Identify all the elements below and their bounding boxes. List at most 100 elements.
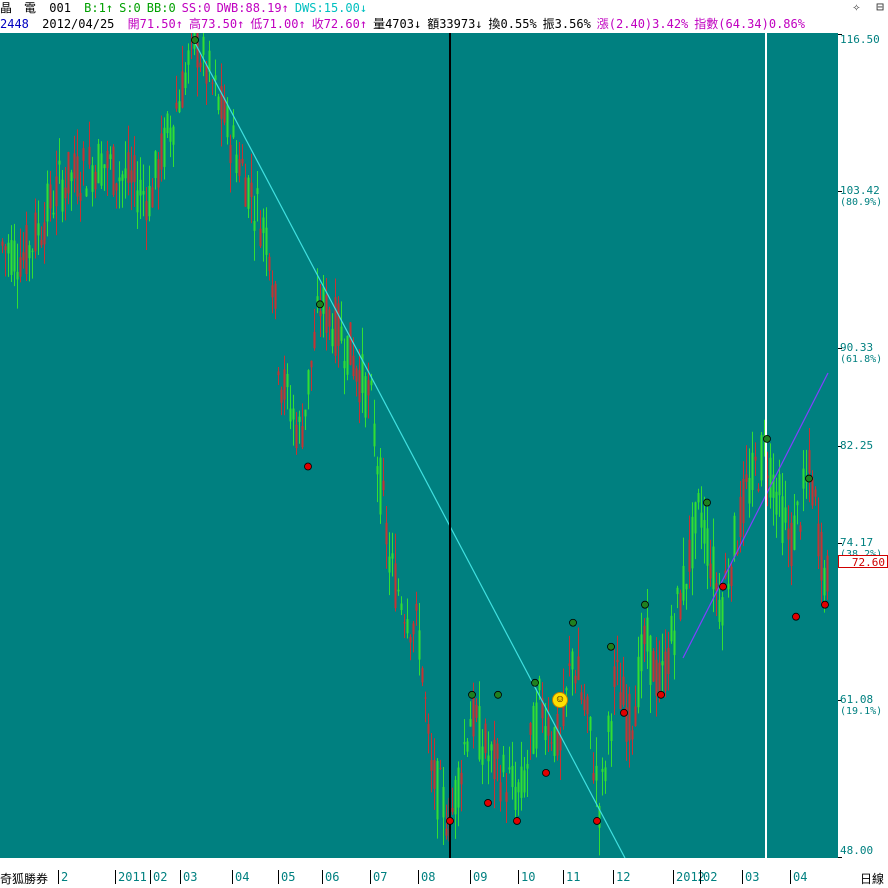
candle-body <box>607 715 610 732</box>
signal-stat: S:0 <box>119 1 141 15</box>
candle-body <box>616 659 619 663</box>
candle-body <box>424 697 427 699</box>
candle-body <box>40 239 43 246</box>
window-icon[interactable]: ⊟ <box>876 0 884 15</box>
smiley-icon[interactable]: ☺ <box>552 692 568 708</box>
candle-body <box>742 478 745 524</box>
quote-item: 開71.50↑ <box>127 17 183 31</box>
candle-body <box>583 699 586 711</box>
candle-body <box>133 155 136 182</box>
low-marker <box>542 768 550 777</box>
quote-item: 低71.00↑ <box>250 17 306 31</box>
candle-body <box>157 158 160 188</box>
candle-body <box>568 663 571 666</box>
candle-body <box>229 145 232 164</box>
candle-body <box>247 177 250 209</box>
candle-body <box>106 150 109 169</box>
candle-body <box>355 368 358 382</box>
quote-item: 漲(2.40)3.42% <box>596 17 689 31</box>
candle-body <box>640 634 643 672</box>
candle-body <box>64 187 67 199</box>
x-tick-label: 02 <box>700 870 717 884</box>
candle-body <box>139 179 142 196</box>
candle-body <box>43 222 46 245</box>
candle-body <box>130 170 133 183</box>
candle-body <box>115 183 118 191</box>
price-chart[interactable] <box>0 33 838 858</box>
x-tick-label: 07 <box>370 870 387 884</box>
stock-name: 晶 電 <box>0 1 37 15</box>
candle-body <box>559 735 562 751</box>
x-tick-label: 12 <box>613 870 630 884</box>
candle-body <box>217 96 220 111</box>
candle-body <box>679 592 682 620</box>
period-label[interactable]: 日線 <box>859 872 884 886</box>
candle-body <box>166 113 169 134</box>
candle-body <box>481 746 484 765</box>
candle-body <box>127 152 130 183</box>
candle-body <box>400 603 403 611</box>
candle-body <box>403 622 406 624</box>
candle-body <box>673 630 676 656</box>
candle-body <box>295 424 298 449</box>
y-tick-label: 103.42 (80.9%) <box>840 184 883 209</box>
candle-body <box>667 647 670 674</box>
y-tick-mark <box>838 34 842 35</box>
x-tick-label: 10 <box>518 870 535 884</box>
candle-body <box>52 212 55 215</box>
candle-body <box>586 696 589 715</box>
low-marker <box>821 600 829 609</box>
candle-body <box>664 651 667 691</box>
candle-body <box>760 435 763 481</box>
candle-body <box>313 331 316 349</box>
candle-body <box>340 326 343 341</box>
candle-body <box>709 563 712 579</box>
x-tick-label: 04 <box>790 870 807 884</box>
candle-body <box>184 72 187 88</box>
candle-body <box>148 185 151 217</box>
candle-body <box>565 688 568 691</box>
candle-body <box>22 252 25 261</box>
candle-body <box>790 522 793 567</box>
candle-body <box>145 201 148 221</box>
candle-body <box>169 127 172 142</box>
y-tick-mark <box>838 542 842 544</box>
candle-body <box>562 696 565 727</box>
candle-body <box>112 146 115 195</box>
low-marker <box>484 799 492 807</box>
candle-body <box>631 730 634 740</box>
candle-body <box>685 583 688 590</box>
candle-body <box>595 765 598 781</box>
candle-body <box>136 190 139 213</box>
candle-body <box>601 768 604 772</box>
x-tick-label: 2012 <box>673 870 705 884</box>
candle-body <box>547 717 550 736</box>
candle-body <box>469 718 472 727</box>
candle-body <box>745 474 748 482</box>
candle-body <box>187 50 190 65</box>
candle-body <box>253 220 256 231</box>
candle-body <box>331 328 334 347</box>
y-tick-label: 74.17 (38.2%) <box>840 535 883 560</box>
y-tick-mark <box>838 857 842 858</box>
candle-body <box>76 156 79 197</box>
candle-body <box>826 555 829 592</box>
candle-body <box>553 727 556 756</box>
candle-body <box>577 656 580 680</box>
candle-body <box>535 702 538 749</box>
candle-body <box>439 767 442 769</box>
candle-body <box>421 668 424 683</box>
candle-body <box>172 126 175 145</box>
candle-body <box>79 192 82 201</box>
candle-body <box>676 587 679 595</box>
quote-date: 2012/04/25 <box>42 17 115 31</box>
candle-body <box>49 184 52 209</box>
time-axis: 奇狐勝券 日線 2 2011 02 03 04 05 06 07 08 09 10 11 12 2012 0… <box>0 858 888 888</box>
candle-body <box>457 767 460 808</box>
candle-body <box>775 491 778 515</box>
candle-body <box>265 227 268 255</box>
candle-body <box>784 507 787 523</box>
candle-body <box>142 191 145 195</box>
candle-body <box>220 86 223 119</box>
settings-icon[interactable]: ✧ <box>852 0 861 15</box>
